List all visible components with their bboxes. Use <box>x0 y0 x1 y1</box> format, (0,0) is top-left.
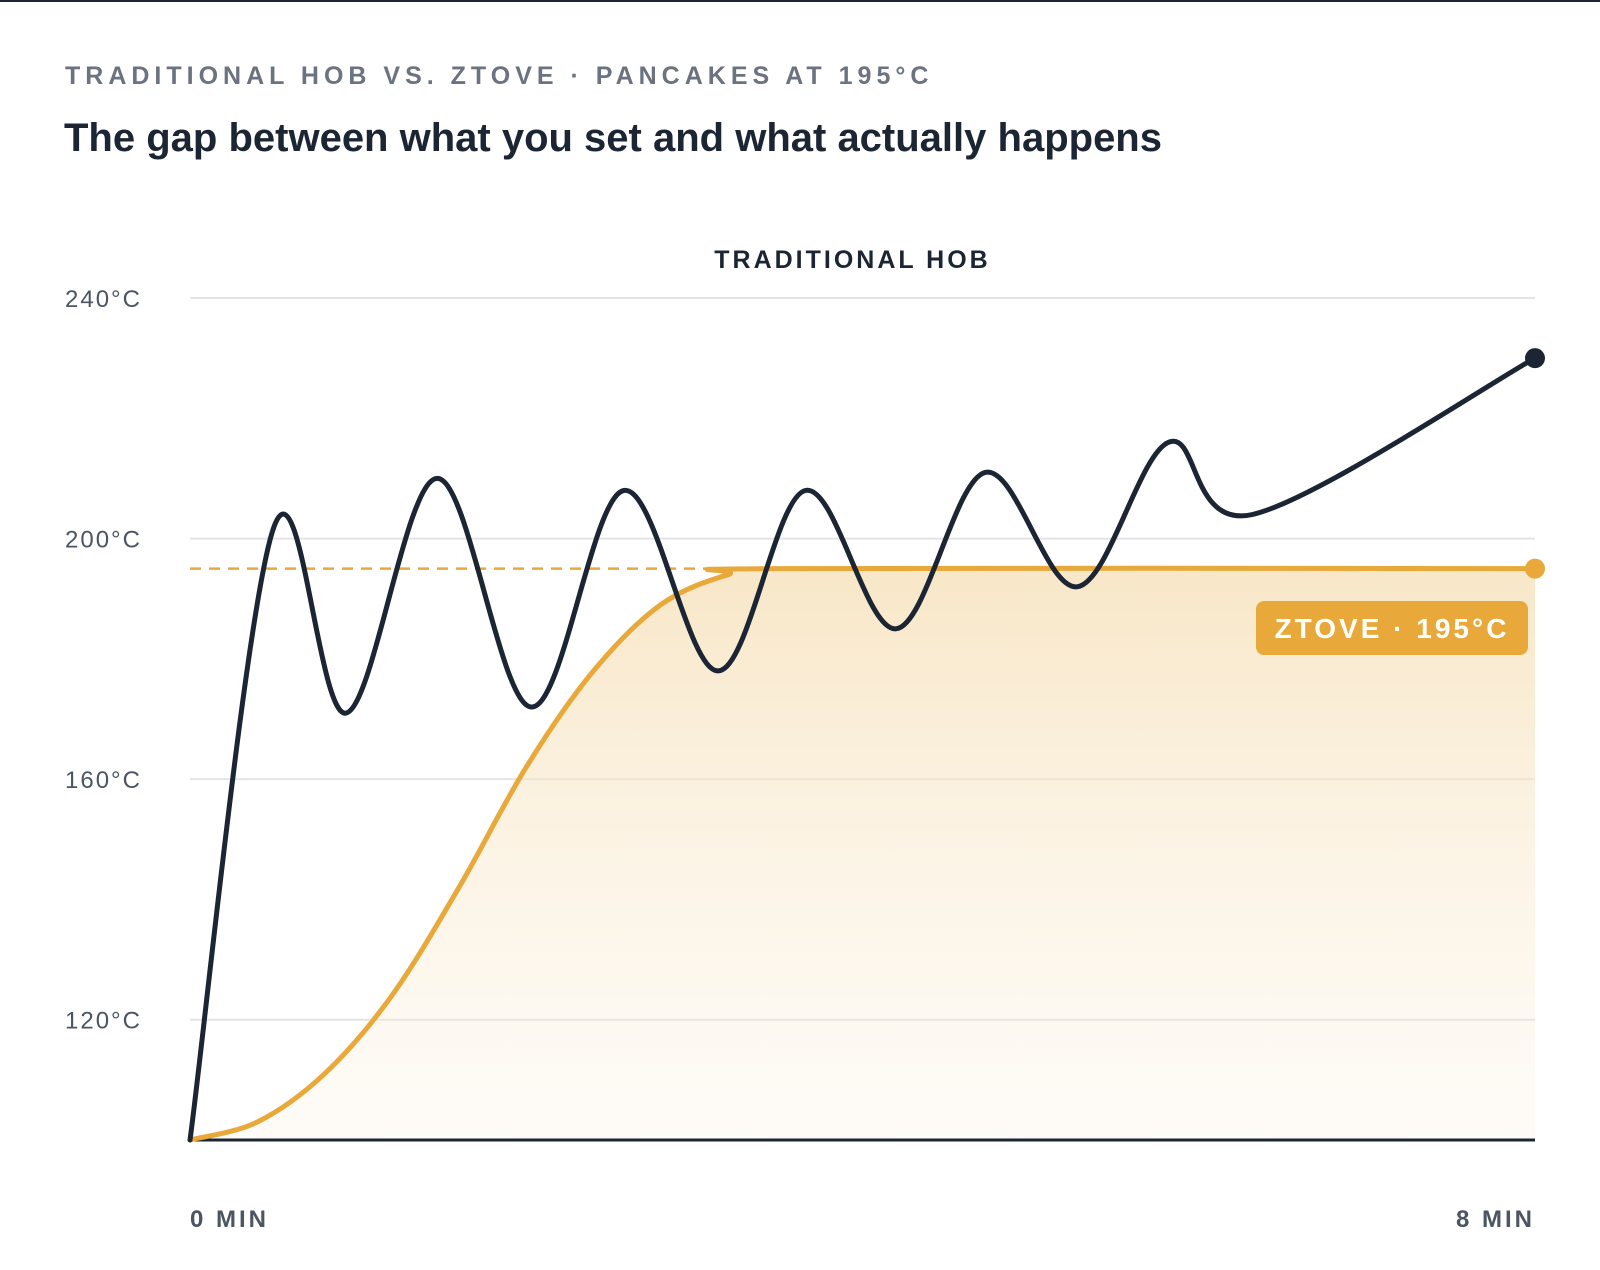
fill-layer <box>190 568 1535 1140</box>
x-tick-label: 8 MIN <box>1456 1206 1535 1233</box>
chart-eyebrow: TRADITIONAL HOB VS. ZTOVE · PANCAKES AT … <box>65 62 934 90</box>
y-tick-label: 120°C <box>65 1008 142 1035</box>
series-label-traditional-hob: TRADITIONAL HOB <box>714 246 990 274</box>
y-tick-label: 160°C <box>65 767 142 794</box>
chart-headline: The gap between what you set and what ac… <box>64 116 1162 160</box>
top-border <box>0 0 1600 2</box>
series-line-traditional-hob <box>187 355 1538 1143</box>
x-tick-label: 0 MIN <box>190 1206 269 1233</box>
line-layer <box>187 348 1545 1143</box>
ztove-area <box>190 568 1535 1140</box>
hob-end-marker <box>1525 348 1545 369</box>
label-layer: 240°C 200°C 160°C 120°C 0 MIN 8 MIN TRADITIONA… <box>65 246 1535 1233</box>
ztove-label-badge <box>1256 601 1528 655</box>
series-label-ztove: ZTOVE · 195°C <box>1275 613 1510 644</box>
y-tick-label: 240°C <box>65 286 142 313</box>
series-line-ztove <box>187 565 1538 1143</box>
ztove-end-marker <box>1525 558 1545 579</box>
y-tick-label: 200°C <box>65 527 142 554</box>
